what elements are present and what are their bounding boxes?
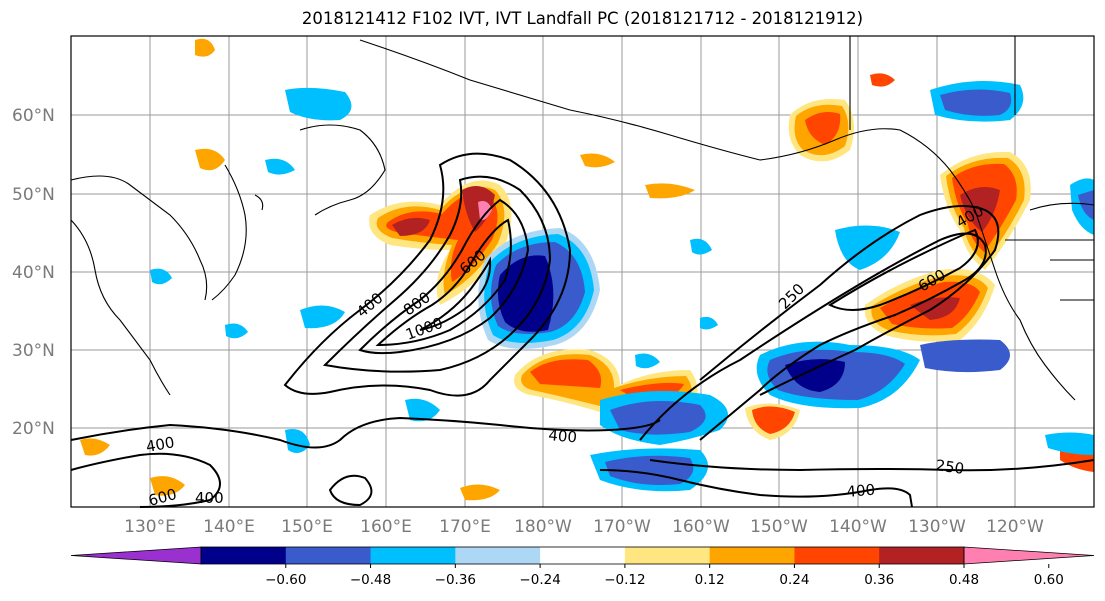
colorbar-segment	[879, 547, 965, 564]
contour-label: 400	[548, 426, 578, 446]
colorbar-tick-label: 0.24	[779, 572, 809, 588]
contour-label-group: 400 800 1000 600 250 400 600 400 400 600…	[145, 202, 987, 510]
lon-label: 150°E	[281, 517, 333, 537]
lon-label: 140°E	[203, 517, 255, 537]
lon-label: 170°E	[439, 517, 491, 537]
lat-label: 50°N	[12, 185, 55, 205]
colorbar-extend-high	[963, 546, 1095, 565]
latitude-labels: 60°N 50°N 40°N 30°N 20°N	[12, 106, 55, 439]
lon-label: 140°W	[829, 517, 887, 537]
coastlines	[70, 36, 1095, 401]
colorbar-tick-label: −0.60	[265, 572, 306, 588]
colorbar-tick-label: −0.24	[519, 572, 560, 588]
lon-label: 130°E	[124, 517, 176, 537]
colorbar-tick-label: 0.60	[1034, 572, 1064, 588]
colorbar-tick-label: 0.48	[949, 572, 979, 588]
colorbar-extend-low	[70, 546, 202, 565]
colorbar-segment	[455, 547, 541, 564]
contour-label: 250	[934, 456, 965, 478]
lon-label: 120°W	[986, 517, 1044, 537]
colorbar-frame	[200, 546, 965, 565]
contour-label: 400	[846, 481, 876, 501]
negative-ivt-patches	[150, 81, 1094, 492]
ivt-contours	[70, 152, 1095, 508]
contour-label: 400	[145, 433, 176, 456]
colorbar-tick-label: −0.48	[350, 572, 391, 588]
lat-label: 30°N	[12, 341, 55, 361]
colorbar-segment	[624, 547, 711, 564]
lat-label: 20°N	[12, 419, 55, 439]
colorbar-segment	[709, 547, 795, 564]
colorbar-tick-label: 0.12	[695, 572, 725, 588]
lon-label: 180°W	[514, 517, 572, 537]
lat-label: 60°N	[12, 106, 55, 126]
lon-label: 130°W	[908, 517, 966, 537]
colorbar-segment	[285, 547, 372, 564]
contour-label: 400	[195, 489, 224, 507]
longitude-labels: 130°E 140°E 150°E 160°E 170°E 180°W 170°…	[124, 517, 1044, 537]
colorbar-tick-label: 0.36	[864, 572, 894, 588]
colorbar-segment	[370, 547, 456, 564]
colorbar-segment	[794, 547, 880, 564]
colorbar-tick-label: −0.12	[604, 572, 645, 588]
positive-ivt-patches	[80, 38, 1094, 501]
colorbar-segment	[540, 547, 626, 564]
lon-label: 150°W	[750, 517, 808, 537]
colorbar: −0.60 −0.48 −0.36 −0.24 −0.12 0.12 0.24 0.36 0.4…	[70, 546, 1095, 588]
map-border	[70, 35, 1095, 508]
lon-label: 160°W	[672, 517, 730, 537]
colorbar-segment	[201, 547, 287, 564]
colorbar-tick-label: −0.36	[435, 572, 476, 588]
lat-label: 40°N	[12, 263, 55, 283]
lon-label: 170°W	[593, 517, 651, 537]
lon-label: 160°E	[360, 517, 412, 537]
map-title: 2018121412 F102 IVT, IVT Landfall PC (20…	[301, 9, 864, 28]
